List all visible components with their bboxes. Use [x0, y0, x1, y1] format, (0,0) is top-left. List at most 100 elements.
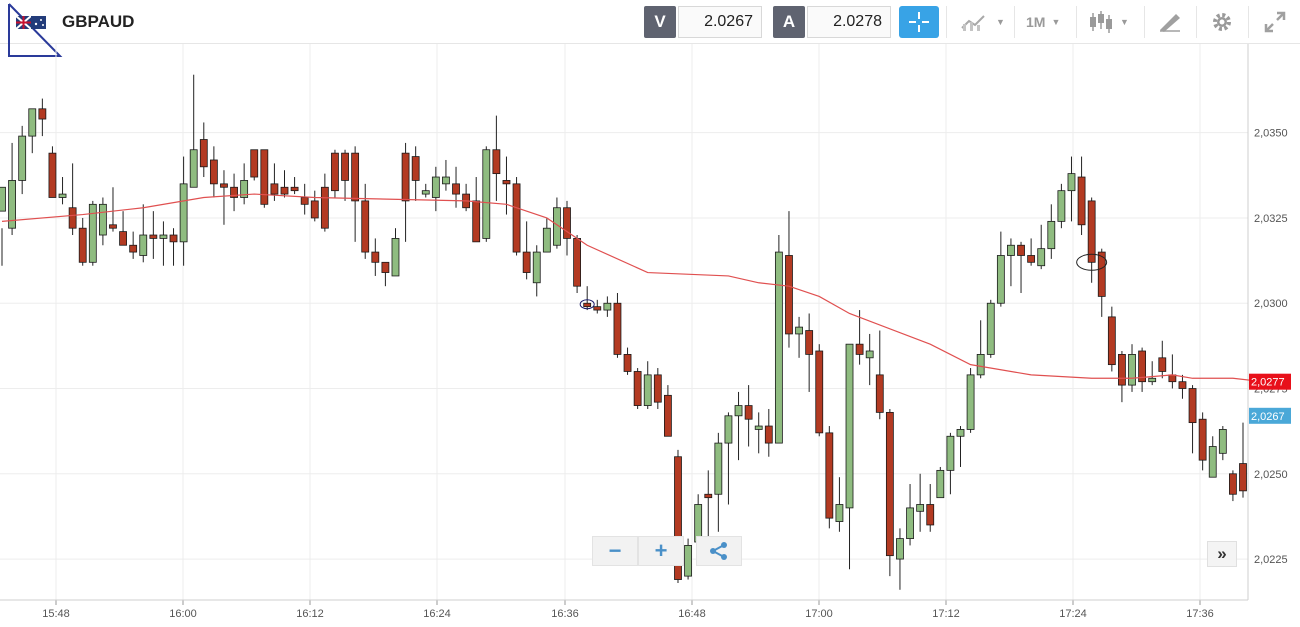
candle-bull: [0, 186, 6, 212]
candle-bear: [310, 200, 319, 219]
candle-bull: [946, 435, 955, 471]
annotation-ellipse: [579, 299, 595, 310]
x-tick-label: 16:00: [169, 608, 197, 620]
candle-bear: [593, 306, 602, 311]
candle-bear: [1087, 200, 1096, 263]
candle-bull: [986, 302, 995, 355]
scroll-to-latest-button[interactable]: »: [1207, 541, 1237, 567]
candle-bull: [684, 545, 692, 577]
y-tick-label: 2,0325: [1254, 213, 1288, 225]
candle-bear: [341, 152, 349, 181]
candle-bear: [1097, 251, 1106, 297]
moving-average-line: [1, 193, 1264, 383]
indicators-button[interactable]: ▼: [960, 6, 1005, 38]
ask-label[interactable]: A: [773, 6, 805, 38]
share-button[interactable]: [696, 536, 742, 566]
zoom-in-button[interactable]: +: [638, 536, 684, 566]
candle-bear: [260, 149, 269, 205]
candle-bull: [139, 234, 148, 256]
fullscreen-button[interactable]: [1264, 6, 1286, 38]
chevron-down-icon: ▼: [1051, 17, 1061, 27]
candle-bull: [896, 538, 904, 560]
candle-bear: [522, 251, 531, 273]
candle-bear: [764, 425, 773, 444]
candle-bear: [1158, 357, 1167, 372]
chevron-down-icon: ▼: [1120, 17, 1129, 27]
candlestick-icon: [1090, 11, 1112, 33]
candle-bear: [331, 152, 339, 192]
candle-bull: [442, 176, 450, 185]
double-chevron-right-icon: »: [1217, 544, 1227, 563]
candle-bear: [209, 159, 218, 185]
candle-bull: [179, 183, 188, 243]
y-tick-label: 2,0250: [1254, 469, 1288, 481]
candle-bull: [189, 149, 198, 188]
bid-price[interactable]: 2.0267: [678, 6, 762, 38]
candlestick-chart[interactable]: 2,02252,02502,02752,03002,03252,035015:4…: [0, 44, 1300, 627]
candle-bear: [38, 108, 47, 120]
candle-bear: [351, 152, 360, 202]
candle-bull: [421, 190, 430, 195]
x-tick-label: 17:24: [1059, 608, 1087, 620]
crosshair-button[interactable]: [899, 6, 939, 38]
candle-bull: [906, 507, 914, 540]
candle-bear: [633, 371, 642, 406]
candle-bear: [48, 152, 57, 198]
y-tick-label: 2,0300: [1254, 298, 1288, 310]
crosshair-icon: [909, 12, 929, 32]
candle-bear: [1178, 381, 1187, 389]
candle-bear: [1138, 350, 1147, 383]
chevron-down-icon: ▼: [996, 17, 1005, 27]
candle-bear: [1077, 176, 1086, 226]
candle-bear: [885, 411, 894, 557]
candle-bear: [320, 186, 329, 229]
candle-bull: [542, 227, 551, 253]
timeframe-button[interactable]: 1M ▼: [1026, 6, 1060, 38]
bid-price-marker-bg: [1249, 407, 1291, 424]
corner-marker-icon: [8, 3, 63, 57]
chart-type-button[interactable]: ▼: [1088, 6, 1129, 38]
candle-bear: [492, 149, 501, 175]
toolbar: GBPAUD V 2.0267 A 2.0278 ▼ 1M ▼ ▼: [0, 0, 1300, 57]
indicators-icon: [961, 15, 985, 31]
candle-bear: [1168, 374, 1177, 383]
bid-label[interactable]: V: [644, 6, 676, 38]
candle-bear: [855, 343, 864, 355]
candle-bear: [290, 186, 299, 192]
candle-bull: [754, 425, 763, 430]
plus-icon: +: [654, 538, 668, 563]
drawing-tools-button[interactable]: [1158, 6, 1182, 38]
candle-bear: [280, 186, 289, 195]
x-tick-label: 17:36: [1186, 608, 1214, 620]
candle-bear: [926, 504, 935, 526]
expand-icon: [1264, 11, 1286, 33]
candle-bull: [956, 429, 965, 437]
candle-bull: [58, 193, 67, 198]
settings-button[interactable]: [1210, 6, 1234, 38]
candle-bear: [1027, 255, 1036, 263]
candle-bull: [936, 469, 945, 499]
candle-bear: [411, 156, 420, 181]
candle-bull: [28, 108, 37, 137]
candle-bear: [805, 330, 814, 355]
candle-bear: [250, 149, 259, 178]
candle-bear: [502, 180, 511, 185]
candle-bear: [1107, 316, 1116, 366]
bid-price-marker: 2,0267: [1251, 411, 1285, 423]
candle-bull: [1067, 173, 1076, 192]
gb-au-flag-icon: [16, 16, 46, 29]
share-icon: [710, 542, 727, 560]
candle-bull: [966, 374, 975, 430]
x-tick-label: 17:00: [805, 608, 833, 620]
zoom-out-button[interactable]: −: [592, 536, 638, 566]
candle-bear: [381, 261, 390, 273]
annotation-ellipse: [1076, 253, 1108, 271]
candle-bear: [1118, 354, 1126, 386]
ask-price[interactable]: 2.0278: [807, 6, 891, 38]
candle-bull: [916, 504, 925, 512]
candle-bull: [724, 415, 733, 444]
symbol-title: GBPAUD: [62, 12, 135, 31]
candle-bear: [623, 354, 632, 372]
x-tick-label: 15:48: [42, 608, 70, 620]
candle-bear: [664, 394, 672, 437]
